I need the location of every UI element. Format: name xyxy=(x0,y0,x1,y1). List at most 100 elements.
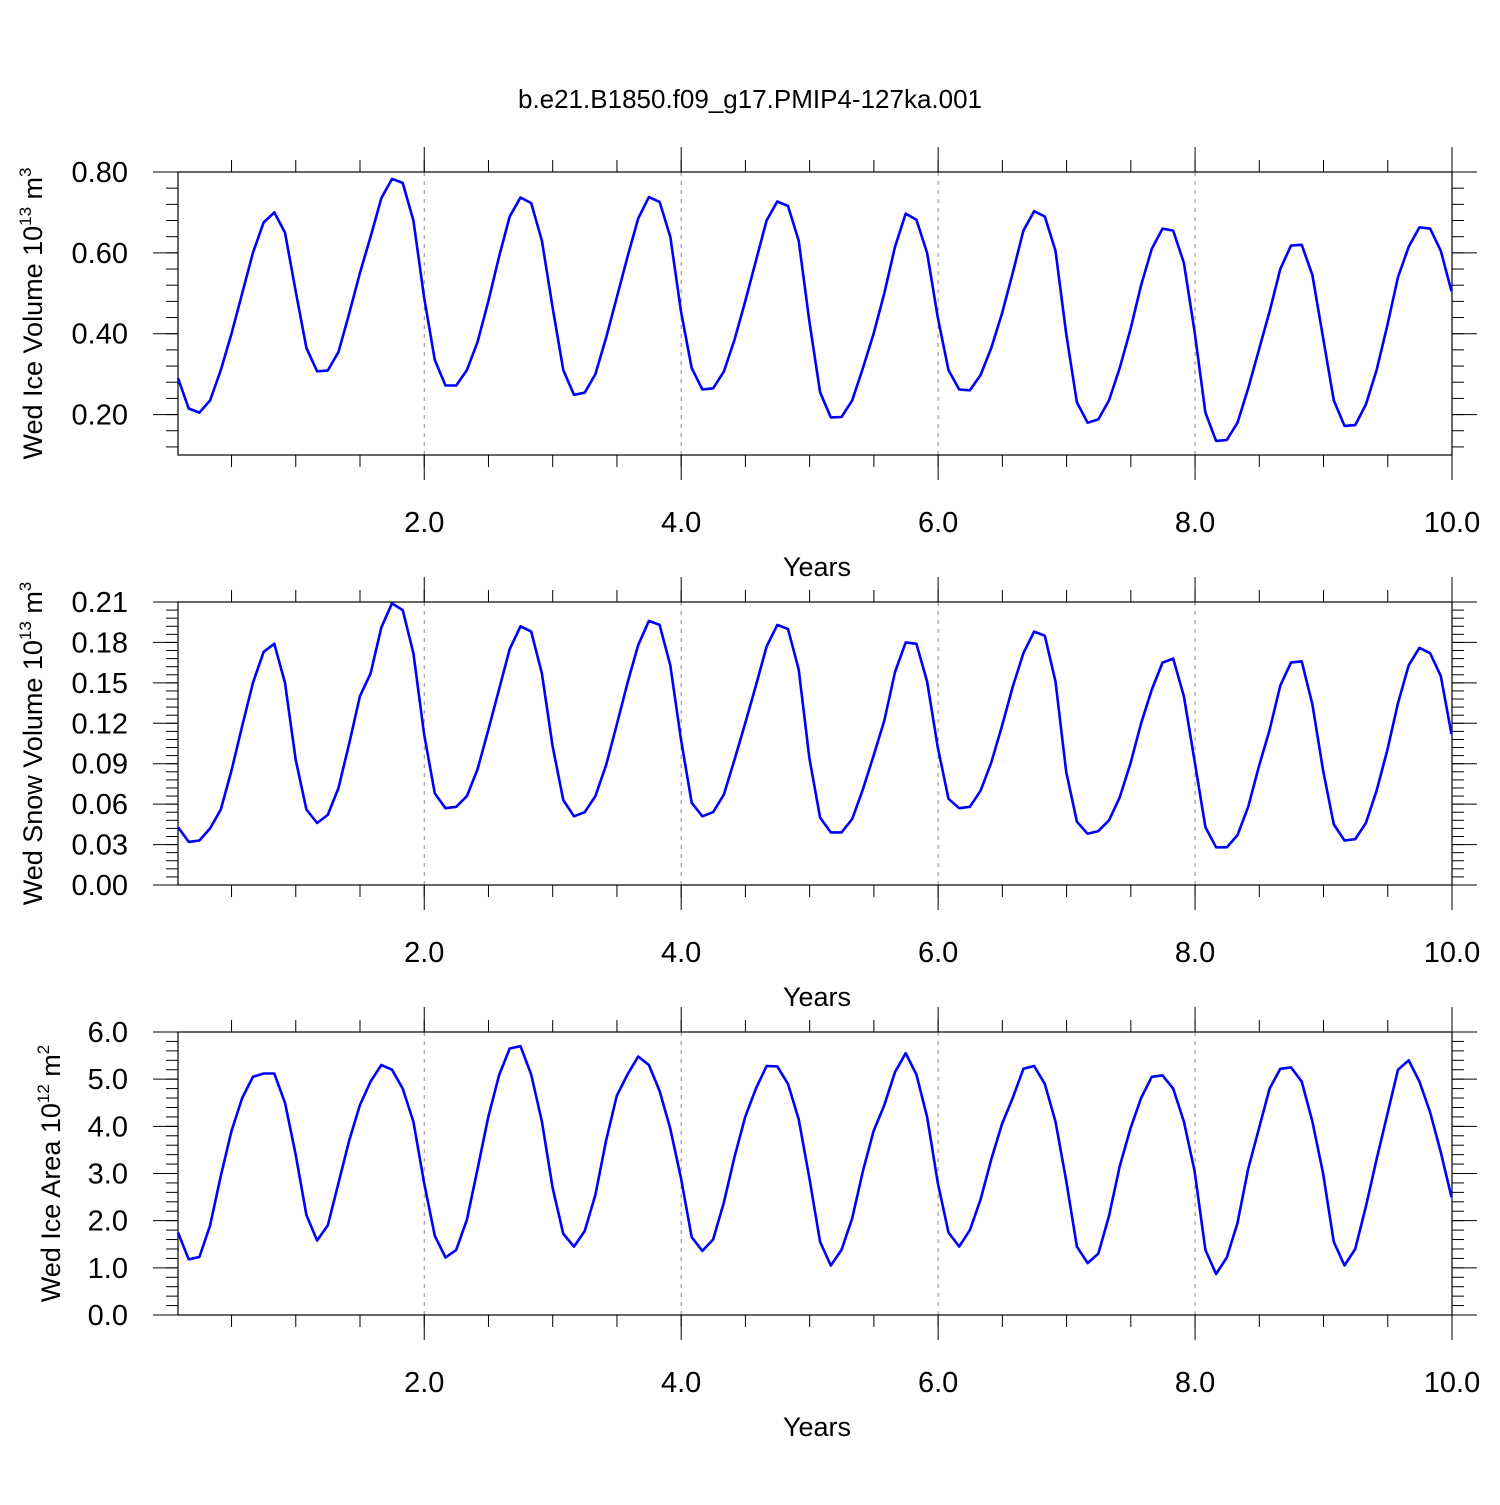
data-point xyxy=(487,300,489,302)
data-point xyxy=(177,826,179,828)
data-point xyxy=(327,369,329,371)
data-point xyxy=(744,722,746,724)
data-point xyxy=(369,236,371,238)
data-point xyxy=(1151,688,1153,690)
data-point xyxy=(1429,652,1431,654)
data-point xyxy=(862,1170,864,1172)
data-point xyxy=(1022,652,1024,654)
y-tick-label: 0.0 xyxy=(88,1300,128,1332)
data-point xyxy=(723,794,725,796)
data-point xyxy=(1108,819,1110,821)
data-point xyxy=(1268,310,1270,312)
data-point xyxy=(787,628,789,630)
y-tick-label: 0.20 xyxy=(72,400,128,432)
data-point xyxy=(284,1102,286,1104)
x-tick-label: 2.0 xyxy=(404,937,444,969)
data-point xyxy=(1450,733,1452,735)
data-point xyxy=(915,643,917,645)
data-point xyxy=(541,672,543,674)
data-point xyxy=(1108,1215,1110,1217)
data-point xyxy=(380,626,382,628)
y-tick-label: 3.0 xyxy=(88,1159,128,1191)
data-point xyxy=(1140,284,1142,286)
data-point xyxy=(509,648,511,650)
data-point xyxy=(1429,227,1431,229)
data-point xyxy=(551,306,553,308)
data-point xyxy=(1343,425,1345,427)
data-point xyxy=(1076,401,1078,403)
data-point xyxy=(1386,749,1388,751)
data-point xyxy=(1204,1249,1206,1251)
data-point xyxy=(1119,796,1121,798)
data-point xyxy=(1193,331,1195,333)
data-point xyxy=(241,725,243,727)
data-point xyxy=(765,1065,767,1067)
data-point xyxy=(1290,1066,1292,1068)
data-point xyxy=(359,695,361,697)
x-tick-label: 6.0 xyxy=(918,1367,958,1399)
data-point xyxy=(979,1198,981,1200)
plot-frame xyxy=(177,601,1453,886)
data-point xyxy=(369,672,371,674)
data-point xyxy=(519,196,521,198)
data-point xyxy=(1161,227,1163,229)
data-point xyxy=(1022,229,1024,231)
data-point xyxy=(1086,833,1088,835)
data-point xyxy=(658,1090,660,1092)
data-point xyxy=(455,806,457,808)
data-point xyxy=(1354,838,1356,840)
data-point xyxy=(648,620,650,622)
data-point xyxy=(369,1080,371,1082)
data-point xyxy=(305,347,307,349)
x-tick-label: 10.0 xyxy=(1424,507,1480,539)
data-point xyxy=(1054,1120,1056,1122)
data-point xyxy=(1343,1264,1345,1266)
data-point xyxy=(1236,1222,1238,1224)
data-point xyxy=(701,815,703,817)
data-point xyxy=(177,377,179,379)
data-point xyxy=(476,1168,478,1170)
data-point xyxy=(733,339,735,341)
data-point xyxy=(1001,312,1003,314)
data-point xyxy=(434,792,436,794)
data-point xyxy=(669,236,671,238)
data-point xyxy=(1001,1123,1003,1125)
data-point xyxy=(241,1097,243,1099)
data-point xyxy=(755,1087,757,1089)
data-point xyxy=(402,182,404,184)
data-point xyxy=(1012,686,1014,688)
data-point xyxy=(337,787,339,789)
data-point xyxy=(337,351,339,353)
data-point xyxy=(584,1230,586,1232)
data-point xyxy=(1408,1059,1410,1061)
data-point xyxy=(776,200,778,202)
data-point xyxy=(840,1249,842,1251)
data-point xyxy=(509,215,511,217)
data-point xyxy=(1440,1151,1442,1153)
data-point xyxy=(188,407,190,409)
data-point xyxy=(412,652,414,654)
y-axis-label: Wed Ice Volume 1013 m3 xyxy=(16,167,48,459)
data-point xyxy=(1065,771,1067,773)
data-point xyxy=(1258,765,1260,767)
data-point xyxy=(573,1245,575,1247)
data-point xyxy=(1183,695,1185,697)
data-point xyxy=(177,1231,179,1233)
data-point xyxy=(979,790,981,792)
data-point xyxy=(1108,399,1110,401)
chart-panels: 2.0 4.0 6.0 8.0 10.0 0.20 0.40 0.60 0.80 Years Wed… xyxy=(16,147,1480,1442)
y-tick-label: 0.15 xyxy=(72,668,128,700)
data-point xyxy=(1290,244,1292,246)
data-point xyxy=(359,1104,361,1106)
data-point xyxy=(1247,806,1249,808)
data-point xyxy=(1311,1120,1313,1122)
data-point xyxy=(776,624,778,626)
x-tick-label: 2.0 xyxy=(404,1367,444,1399)
data-point xyxy=(423,733,425,735)
data-point xyxy=(1065,333,1067,335)
data-point xyxy=(220,369,222,371)
data-point xyxy=(658,624,660,626)
x-tick-label: 4.0 xyxy=(661,507,701,539)
data-point xyxy=(573,815,575,817)
